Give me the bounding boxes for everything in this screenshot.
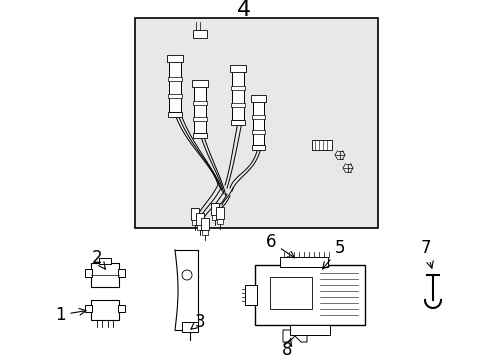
Bar xyxy=(216,207,224,219)
Text: 8: 8 xyxy=(281,338,292,359)
Bar xyxy=(230,86,244,90)
Bar xyxy=(231,70,244,120)
Bar xyxy=(251,115,264,119)
Bar xyxy=(229,65,245,72)
Bar xyxy=(191,208,199,220)
Bar xyxy=(230,120,244,125)
Text: 6: 6 xyxy=(265,233,294,258)
Bar xyxy=(193,101,206,105)
Bar xyxy=(196,213,203,225)
Bar xyxy=(254,265,364,325)
Bar xyxy=(217,219,223,224)
Bar xyxy=(251,130,264,134)
Polygon shape xyxy=(283,330,306,342)
Text: 5: 5 xyxy=(322,239,345,269)
Bar xyxy=(197,225,203,230)
Bar xyxy=(182,322,198,332)
Bar xyxy=(230,103,244,107)
Bar xyxy=(201,218,208,230)
Bar xyxy=(99,258,111,264)
Bar xyxy=(212,215,218,220)
Bar xyxy=(194,85,205,133)
Bar xyxy=(193,133,206,138)
Circle shape xyxy=(182,270,192,280)
Bar xyxy=(210,203,219,215)
Bar xyxy=(85,269,92,277)
Text: 4: 4 xyxy=(237,0,250,20)
Text: 3: 3 xyxy=(191,313,205,331)
Bar xyxy=(168,77,182,81)
Bar xyxy=(289,325,329,335)
Bar xyxy=(169,60,181,112)
Bar xyxy=(168,112,182,117)
Text: 7: 7 xyxy=(420,239,432,268)
Bar xyxy=(244,285,257,305)
Bar xyxy=(193,117,206,121)
Bar xyxy=(118,305,125,312)
Bar xyxy=(252,100,264,145)
Bar xyxy=(91,263,119,287)
Text: 2: 2 xyxy=(92,249,105,269)
Bar xyxy=(135,18,377,228)
Bar xyxy=(202,230,207,235)
Bar xyxy=(250,95,265,102)
Text: 1: 1 xyxy=(55,306,86,324)
Bar xyxy=(91,300,119,320)
Bar xyxy=(118,269,125,277)
Bar xyxy=(269,277,311,309)
Bar xyxy=(168,94,182,98)
Bar xyxy=(251,145,264,150)
Bar xyxy=(167,55,183,62)
Bar xyxy=(192,80,207,87)
Bar xyxy=(85,305,92,312)
Bar xyxy=(193,30,206,38)
Bar xyxy=(280,257,327,267)
Bar xyxy=(192,220,198,225)
Bar xyxy=(311,140,331,150)
